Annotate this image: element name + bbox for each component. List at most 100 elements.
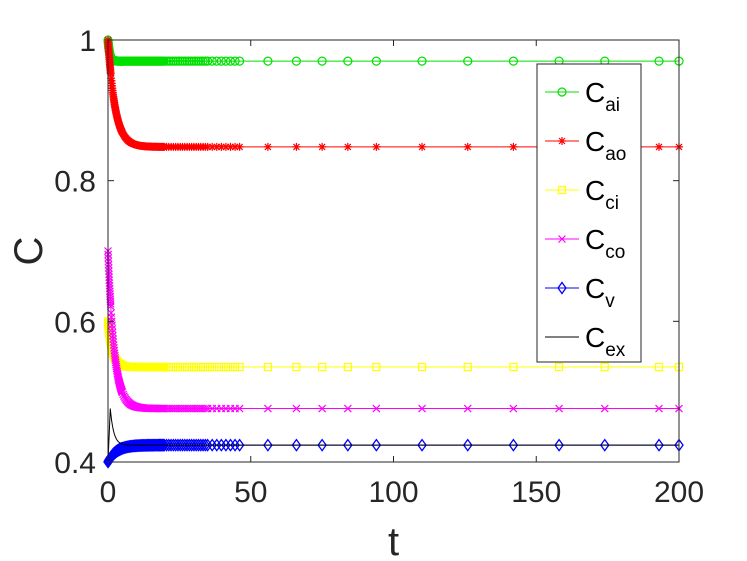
data-point [189,56,199,66]
data-point [226,362,235,372]
data-point [203,142,212,151]
data-point [230,56,240,66]
data-point [235,362,244,372]
data-point [104,263,113,272]
data-point [155,438,165,452]
legend-item: Cex [545,322,626,361]
data-point [157,438,168,452]
legend-item: Cci [545,175,619,214]
data-point [418,142,427,151]
data-point [221,362,231,372]
data-point [200,438,211,452]
series-c-v [103,438,684,469]
data-point [168,56,178,66]
data-point [509,362,518,372]
data-point [208,362,217,372]
data-point [108,331,117,340]
data-point [655,404,663,413]
data-point [291,438,302,452]
legend-label: Cco [585,224,625,263]
data-point [105,270,113,279]
data-point [463,404,472,413]
data-point [212,362,221,372]
y-tick-label: 0.6 [54,306,96,339]
data-point [216,56,226,66]
data-point [177,56,188,66]
data-point [509,404,518,413]
data-point [654,362,664,372]
data-point [343,142,352,151]
data-point [318,362,327,372]
data-point [104,260,113,269]
data-point [371,438,382,452]
legend-label: Cex [585,322,626,361]
data-point [343,438,353,452]
data-point [104,267,113,276]
data-point [372,404,381,413]
x-tick-label: 200 [654,476,704,509]
data-point [212,142,221,151]
data-point [221,142,230,151]
data-point [200,56,210,66]
data-point [263,142,272,151]
data-point [118,388,127,397]
series-c-co [104,247,683,413]
tick-layer: 0 50 100 150 200 0.4 0.6 0.8 1 [54,25,704,509]
data-point [292,142,301,151]
data-point [417,438,427,452]
data-point [187,56,197,66]
data-point [318,142,327,151]
data-point [463,56,473,66]
data-point [317,56,327,66]
x-tick-label: 0 [100,476,117,509]
data-point [372,142,381,151]
data-point [292,404,301,413]
data-point [105,273,114,282]
legend-item: Cco [545,224,625,263]
series-c-ex [107,408,679,463]
data-point [108,328,117,337]
series-c-ao [104,36,683,151]
data-point [343,56,353,66]
legend-item: Cao [545,126,626,165]
x-tick-label: 50 [234,476,267,509]
data-point [196,56,206,66]
data-point [161,56,172,66]
data-point [234,438,245,452]
data-point [417,56,427,66]
data-point [418,404,426,413]
legend-box [536,63,642,363]
data-point [226,142,235,151]
legend-marker [557,87,567,97]
data-point [463,142,472,151]
data-point [291,56,302,66]
y-tick-label: 1 [79,25,96,58]
data-point [159,56,169,66]
data-point [182,56,192,66]
data-point [600,404,609,413]
data-point [554,362,564,372]
data-point [555,404,564,413]
data-point [212,56,222,66]
legend-label: Cv [585,273,615,312]
data-point [417,362,427,372]
data-point [343,362,352,372]
data-point [372,362,381,372]
data-point [207,56,217,66]
legend: Cai Cao Cci Cco Cv Cex [536,63,642,363]
data-point [263,404,272,413]
data-point [235,56,245,66]
data-point [173,56,183,66]
data-point [106,69,115,78]
legend-item: Cai [545,77,620,116]
legend-item: Cv [545,273,615,312]
data-point [208,142,217,151]
x-axis-label: t [388,520,399,561]
data-point [318,404,327,413]
data-point [508,56,519,66]
data-point [462,438,473,452]
data-point [166,56,176,66]
x-tick-label: 150 [511,476,561,509]
data-point [203,56,213,66]
data-point [655,142,664,151]
